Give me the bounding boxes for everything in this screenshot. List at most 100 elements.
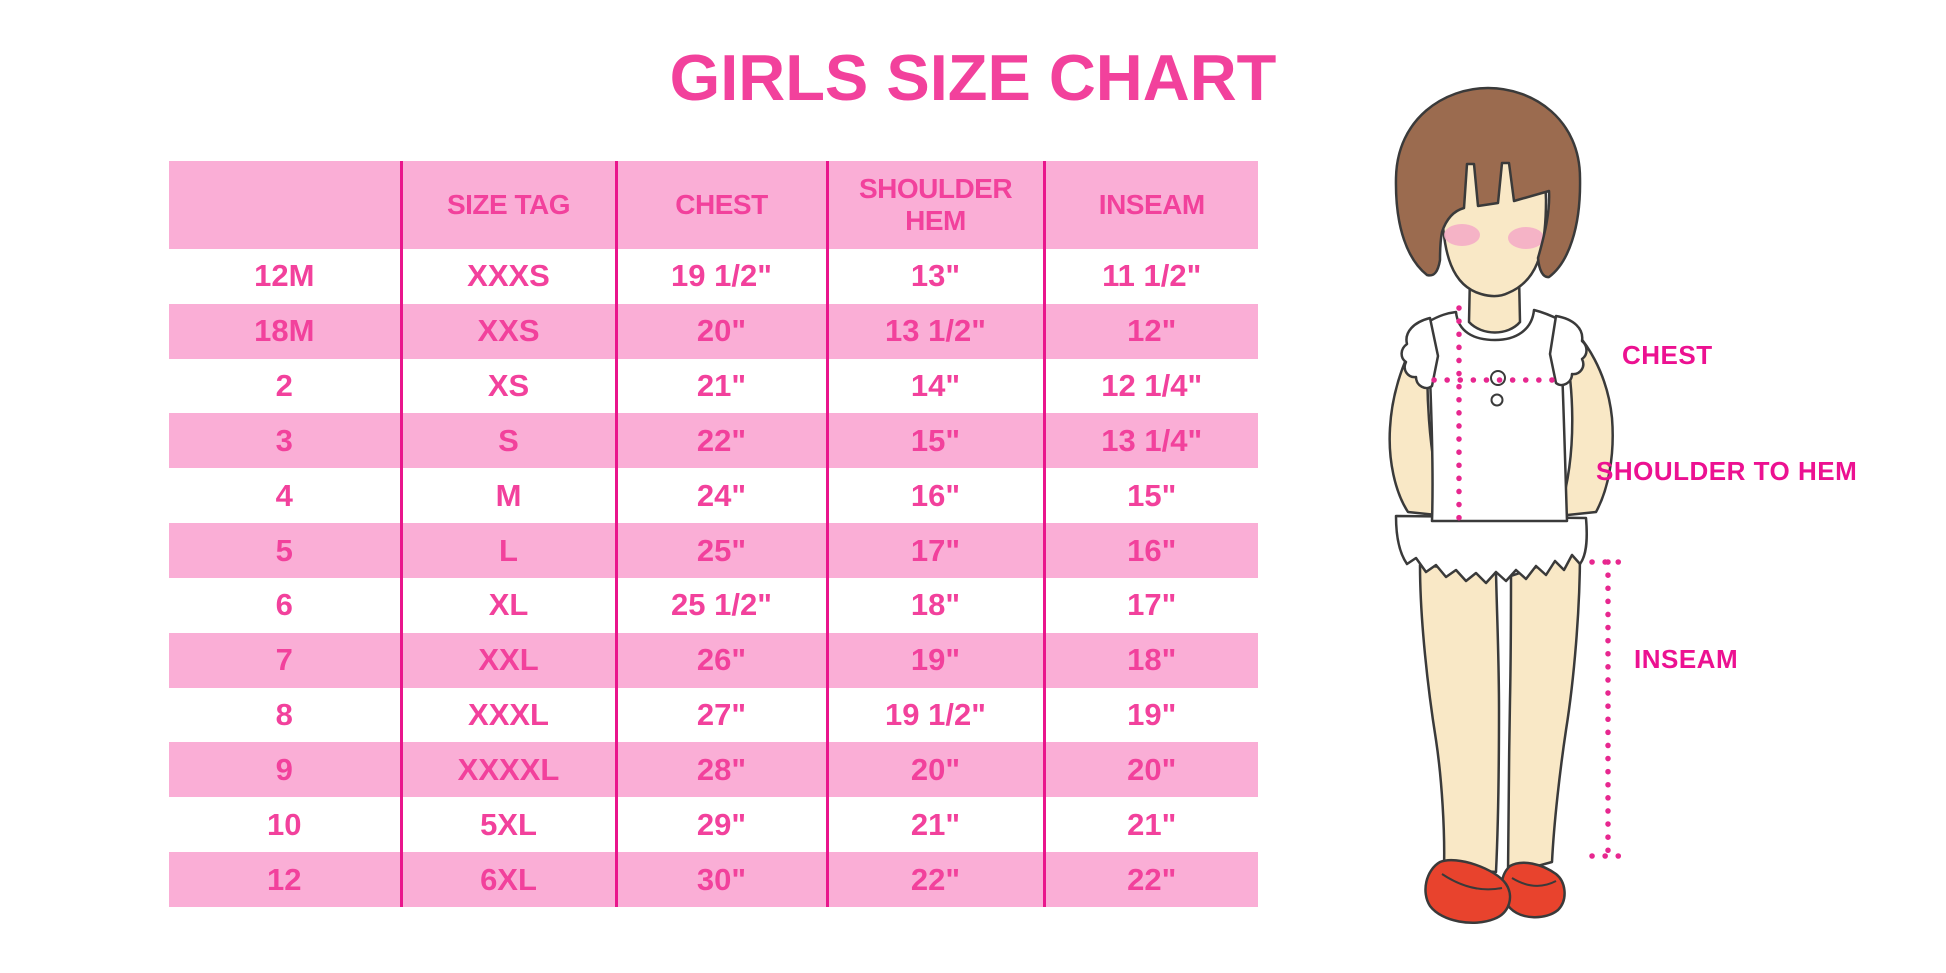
size-label-cell: 12M [254, 258, 315, 294]
measurement-cell: 19 1/2" [614, 249, 827, 304]
measurement-cell: 18" [1042, 632, 1258, 688]
header-row: SIZE TAG CHEST SHOULDER HEM INSEAM [169, 161, 1258, 249]
table-row: 10 5XL 29" 21" 21" [169, 797, 1258, 853]
size-label-cell: 9 [275, 751, 293, 787]
table-header: SIZE TAG CHEST SHOULDER HEM INSEAM [169, 161, 1258, 249]
size-label-cell: 3 [275, 422, 293, 458]
measurement-cell: 15" [1042, 468, 1258, 524]
measurement-cell: 25" [614, 523, 827, 578]
table-row: 4 M 24" 16" 15" [169, 468, 1258, 524]
size-label-cell: 4 [275, 477, 293, 513]
measurement-cell: 27" [614, 687, 827, 743]
left-shoulder-ruffle [1400, 316, 1440, 390]
size-label-cell: 5 [275, 532, 293, 568]
header-cell-shoulder-hem: SHOULDER HEM [825, 161, 1044, 249]
measurement-cell: 30" [614, 852, 827, 907]
table-row: 8 XXXL 27" 19 1/2" 19" [169, 687, 1258, 743]
table-row: 2 XS 21" 14" 12 1/4" [169, 358, 1258, 414]
left-blush [1444, 224, 1480, 246]
measurement-cell: 5XL [399, 797, 616, 853]
page-title: GIRLS SIZE CHART [669, 41, 1277, 114]
size-chart-table-container: SIZE TAG CHEST SHOULDER HEM INSEAM 12M XX… [169, 161, 1258, 907]
size-label-cell: 18M [254, 313, 315, 349]
inseam-measurement-label: INSEAM [1634, 644, 1739, 674]
size-label-cell: 2 [275, 368, 293, 404]
measurement-cell: XXXS [399, 249, 616, 304]
measurement-cell: 19 1/2" [825, 687, 1044, 743]
right-shoe [1500, 861, 1566, 919]
size-label-cell: 7 [275, 642, 293, 678]
measurement-cell: XS [399, 358, 616, 414]
measurement-cell: 11 1/2" [1042, 249, 1258, 304]
measurement-cell: 19" [1042, 687, 1258, 743]
measurement-cell: 13 1/2" [825, 303, 1044, 359]
header-cell-chest: CHEST [614, 161, 827, 249]
size-table-body: 12M XXXS 19 1/2" 13" 11 1/2" 18M XXS 20" 13 1/2"… [169, 249, 1258, 907]
measurement-cell: XXXXL [399, 742, 616, 798]
measurement-cell: 25 1/2" [614, 577, 827, 633]
header-cell-blank [169, 161, 401, 249]
measurement-cell: XXL [399, 632, 616, 688]
measurement-cell: 22" [825, 852, 1044, 907]
measurement-cell: 18" [825, 577, 1044, 633]
measurement-cell: 20" [825, 742, 1044, 798]
table-row: 6 XL 25 1/2" 18" 17" [169, 577, 1258, 633]
measurement-cell: 16" [825, 468, 1044, 524]
measurement-cell: 22" [614, 413, 827, 469]
table-row: 9 XXXXL 28" 20" 20" [169, 742, 1258, 798]
measurement-cell: 15" [825, 413, 1044, 469]
measurement-cell: XL [399, 577, 616, 633]
table-row: 7 XXL 26" 19" 18" [169, 632, 1258, 688]
measurement-cell: 28" [614, 742, 827, 798]
measurement-cell: 6XL [399, 852, 616, 907]
measurement-cell: M [399, 468, 616, 524]
table-row: 3 S 22" 15" 13 1/4" [169, 413, 1258, 469]
measurement-cell: 13" [825, 249, 1044, 304]
measurement-cell: 19" [825, 632, 1044, 688]
measurement-cell: 17" [1042, 577, 1258, 633]
measurement-cell: XXS [399, 303, 616, 359]
table-row: 5 L 25" 17" 16" [169, 523, 1258, 578]
measurement-cell: 20" [614, 303, 827, 359]
table-row: 12 6XL 30" 22" 22" [169, 852, 1258, 907]
table-row: 12M XXXS 19 1/2" 13" 11 1/2" [169, 249, 1258, 304]
measurement-cell: S [399, 413, 616, 469]
measurement-cell: 21" [825, 797, 1044, 853]
measurement-cell: 26" [614, 632, 827, 688]
chest-measurement-label: CHEST [1622, 340, 1713, 370]
left-leg [1418, 563, 1501, 874]
size-label-cell: 12 [267, 861, 302, 897]
measurement-cell: 13 1/4" [1042, 413, 1258, 469]
girl-figure-illustration [1388, 86, 1623, 924]
measurement-cell: 12 1/4" [1042, 358, 1258, 414]
right-shoe-strap [1511, 877, 1557, 887]
table-row: 18M XXS 20" 13 1/2" 12" [169, 303, 1258, 359]
measurement-cell: XXXL [399, 687, 616, 743]
measurement-cell: 14" [825, 358, 1044, 414]
right-leg [1506, 550, 1582, 876]
measurement-cell: 21" [614, 358, 827, 414]
left-shoe-strap [1441, 873, 1503, 891]
hair [1394, 86, 1582, 279]
header-cell-inseam: INSEAM [1042, 161, 1258, 249]
measurement-cell: 24" [614, 468, 827, 524]
shirt [1426, 308, 1569, 523]
measurement-cell: 17" [825, 523, 1044, 578]
size-label-cell: 8 [275, 697, 293, 733]
measurement-cell: 16" [1042, 523, 1258, 578]
measurement-cell: 29" [614, 797, 827, 853]
measurement-cell: 20" [1042, 742, 1258, 798]
measurement-cell: 21" [1042, 797, 1258, 853]
measurement-cell: 12" [1042, 303, 1258, 359]
right-shoulder-ruffle [1548, 314, 1588, 387]
size-chart-table: SIZE TAG CHEST SHOULDER HEM INSEAM 12M XX… [169, 161, 1258, 907]
shoulder-to-hem-measurement-label: SHOULDER TO HEM [1596, 456, 1858, 486]
bottom-button [1490, 393, 1504, 407]
measurement-cell: 22" [1042, 852, 1258, 907]
right-blush [1508, 227, 1544, 249]
header-cell-size-tag: SIZE TAG [399, 161, 616, 249]
size-label-cell: 6 [275, 587, 293, 623]
measurement-cell: L [399, 523, 616, 578]
size-label-cell: 10 [267, 806, 302, 842]
skirt-ruffle [1394, 514, 1588, 585]
